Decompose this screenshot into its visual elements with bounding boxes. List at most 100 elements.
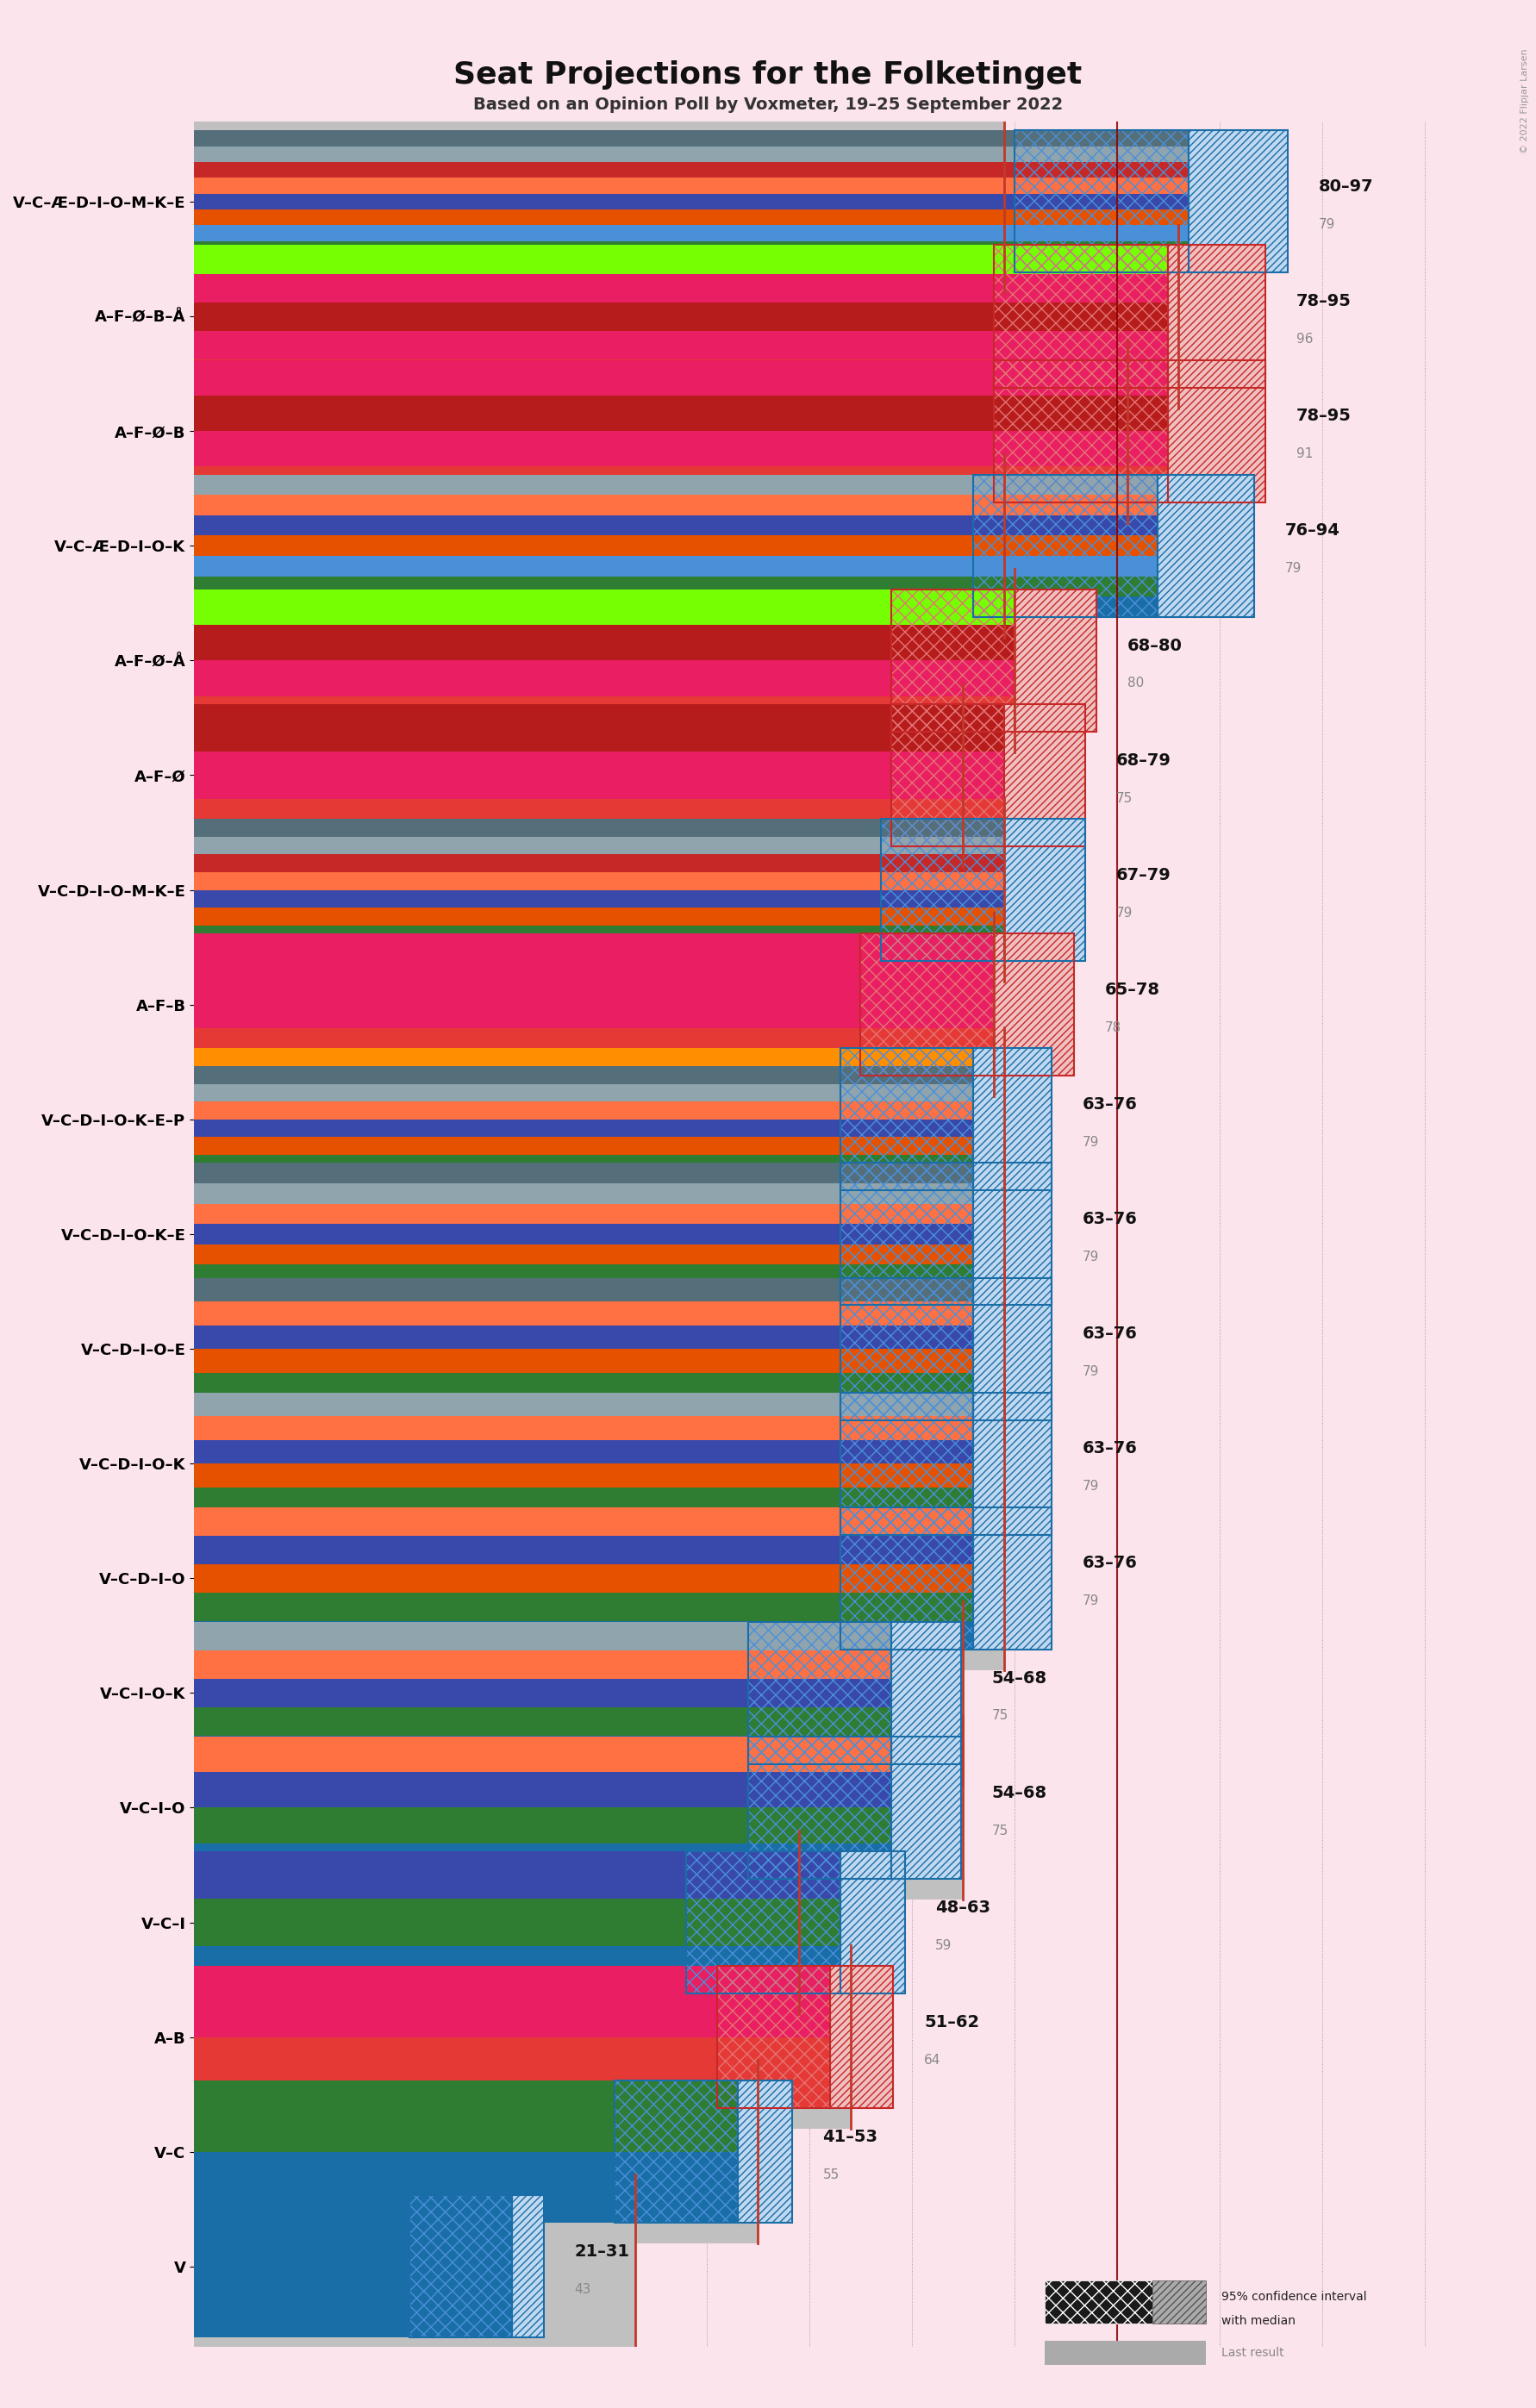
Bar xyxy=(891,703,1005,845)
Bar xyxy=(840,1047,974,1190)
Bar xyxy=(840,1264,974,1286)
Bar xyxy=(1169,246,1266,388)
Bar xyxy=(687,1852,840,1994)
Bar xyxy=(1014,147,1189,161)
Bar xyxy=(194,1946,851,2129)
Text: 63–76: 63–76 xyxy=(1081,1096,1137,1112)
Bar xyxy=(840,1507,974,1649)
Text: 63–76: 63–76 xyxy=(1081,1211,1137,1228)
Bar xyxy=(840,1047,974,1067)
Text: 63–76: 63–76 xyxy=(1081,1327,1137,1341)
Bar xyxy=(717,1965,829,2037)
Text: 78–95: 78–95 xyxy=(1296,294,1352,311)
Bar xyxy=(974,515,1158,535)
Bar xyxy=(194,1028,1005,1211)
Bar xyxy=(194,934,860,980)
Bar xyxy=(882,819,1005,961)
Bar xyxy=(840,1173,974,1190)
Bar xyxy=(974,474,1158,616)
Bar xyxy=(994,246,1169,388)
Bar xyxy=(194,359,994,388)
Bar xyxy=(194,1965,717,2037)
Text: 51–62: 51–62 xyxy=(925,2013,980,2030)
Bar xyxy=(840,1507,974,1649)
Bar xyxy=(840,1084,974,1100)
Text: 79: 79 xyxy=(1081,1481,1098,1493)
Text: 78: 78 xyxy=(1104,1021,1121,1033)
Bar xyxy=(410,2196,511,2338)
Text: 80: 80 xyxy=(1127,677,1144,691)
Bar xyxy=(974,1047,1051,1190)
Bar xyxy=(840,1120,974,1137)
Bar xyxy=(1014,130,1189,272)
Bar xyxy=(194,1842,748,1878)
Text: 41–53: 41–53 xyxy=(823,2129,879,2146)
Text: © 2022 Flipjar Larsen: © 2022 Flipjar Larsen xyxy=(1521,48,1530,154)
Bar xyxy=(194,330,994,359)
Bar xyxy=(748,1808,891,1842)
Bar xyxy=(860,934,994,980)
Bar xyxy=(891,1623,962,1765)
Bar xyxy=(194,797,1005,982)
Text: 59: 59 xyxy=(935,1938,952,1953)
Bar xyxy=(194,1507,840,1536)
Bar xyxy=(194,1601,963,1784)
Bar xyxy=(194,836,882,855)
Bar xyxy=(194,1141,1005,1327)
Bar xyxy=(194,1257,1005,1440)
Bar xyxy=(194,660,891,696)
Bar xyxy=(194,1830,799,2013)
Text: 91: 91 xyxy=(1296,448,1313,460)
Bar xyxy=(1014,193,1189,209)
Bar xyxy=(840,1047,974,1190)
Bar xyxy=(1014,130,1189,147)
Bar xyxy=(194,467,994,503)
Bar xyxy=(194,1163,840,1182)
Text: 76–94: 76–94 xyxy=(1286,523,1339,539)
Bar xyxy=(194,1707,748,1736)
Bar xyxy=(194,496,974,515)
Bar xyxy=(194,1120,840,1137)
Bar xyxy=(1005,819,1084,961)
Bar xyxy=(1158,474,1255,616)
Bar xyxy=(994,467,1169,503)
Text: 48–63: 48–63 xyxy=(935,1900,991,1917)
Text: 79: 79 xyxy=(1319,219,1336,231)
Bar xyxy=(194,395,994,431)
Bar xyxy=(974,1163,1051,1305)
Bar xyxy=(194,1772,748,1808)
Bar xyxy=(194,474,974,496)
Bar xyxy=(194,2037,717,2109)
Bar xyxy=(194,147,1014,161)
Bar xyxy=(994,934,1074,1076)
Bar xyxy=(840,1286,974,1305)
Bar xyxy=(840,1464,974,1488)
Bar xyxy=(840,1279,974,1300)
Bar xyxy=(194,340,1127,523)
Bar xyxy=(891,751,1005,799)
Bar xyxy=(882,891,1005,908)
Bar xyxy=(194,1245,840,1264)
Bar xyxy=(840,1488,974,1510)
Text: 63–76: 63–76 xyxy=(1081,1556,1137,1572)
Bar xyxy=(194,1592,840,1621)
Bar xyxy=(194,2153,614,2223)
Bar xyxy=(194,872,882,891)
Bar xyxy=(194,568,1014,751)
Bar xyxy=(194,1536,840,1565)
Bar xyxy=(860,980,994,1028)
Bar xyxy=(1014,226,1189,241)
Bar xyxy=(194,258,1014,272)
Bar xyxy=(840,1163,974,1305)
Bar xyxy=(194,855,882,872)
Bar xyxy=(1014,130,1189,272)
Bar xyxy=(1189,130,1289,272)
Text: Seat Projections for the Folketinget: Seat Projections for the Folketinget xyxy=(453,60,1083,89)
Bar xyxy=(511,2196,544,2338)
Bar xyxy=(614,2153,737,2223)
Bar xyxy=(891,703,1005,845)
Text: 95% confidence interval: 95% confidence interval xyxy=(1221,2290,1367,2304)
Bar xyxy=(840,1137,974,1156)
Bar xyxy=(1189,130,1289,272)
Bar xyxy=(194,1084,840,1100)
